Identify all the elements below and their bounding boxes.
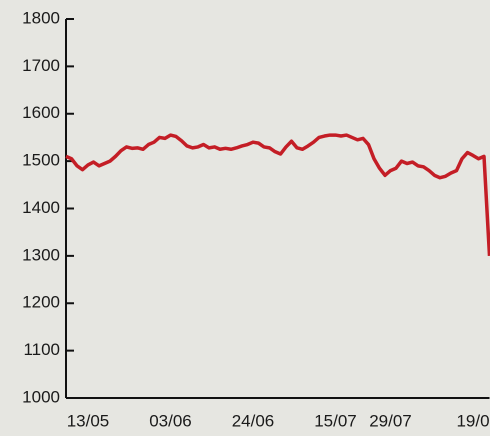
x-tick-label: 19/0 xyxy=(456,411,489,430)
y-tick-label: 1700 xyxy=(22,56,60,75)
y-tick-label: 1100 xyxy=(23,340,60,359)
y-tick-label: 1600 xyxy=(22,103,60,122)
y-tick-label: 1300 xyxy=(22,245,60,264)
data-line xyxy=(65,133,490,256)
x-tick-label: 29/07 xyxy=(369,411,412,430)
x-tick-label: 15/07 xyxy=(314,411,357,430)
x-tick-label: 13/05 xyxy=(67,411,110,430)
y-tick-label: 1400 xyxy=(22,198,60,217)
x-tick-label: 24/06 xyxy=(232,411,275,430)
y-tick-label: 1800 xyxy=(22,8,60,27)
y-tick-label: 1200 xyxy=(22,293,60,312)
x-tick-label: 03/06 xyxy=(149,411,192,430)
y-tick-label: 1000 xyxy=(22,387,60,406)
y-tick-label: 1500 xyxy=(22,151,60,170)
